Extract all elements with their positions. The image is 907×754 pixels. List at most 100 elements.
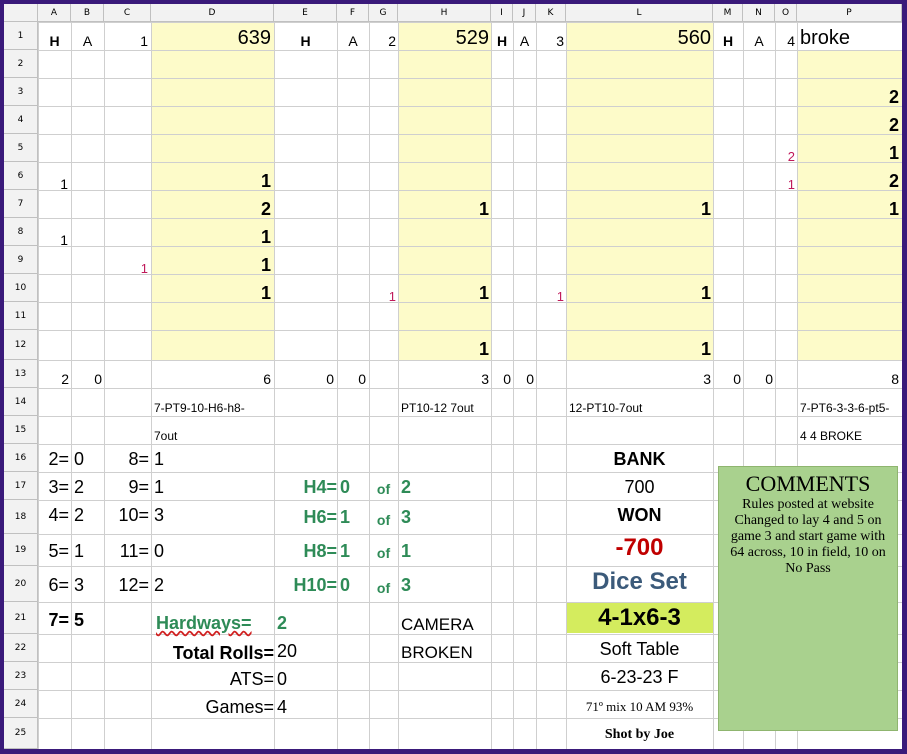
row-header-15[interactable]: 15 [4,416,38,444]
hardway-h8-value[interactable]: 1 [340,541,351,561]
g2-num[interactable]: 2 [388,33,396,49]
row-header-22[interactable]: 22 [4,634,38,662]
hardway-h4-total[interactable]: 2 [401,477,412,497]
row-header-7[interactable]: 7 [4,190,38,218]
hardway-h10-total[interactable]: 3 [401,575,412,595]
g1-a[interactable]: A [82,33,93,49]
count-4-value[interactable]: 2 [74,505,85,525]
count-11-value[interactable]: 0 [154,541,165,561]
g4-h[interactable]: H [722,33,734,49]
count-4-label[interactable]: 4= [48,505,69,525]
row-header-20[interactable]: 20 [4,566,38,602]
g2-h[interactable]: H [300,33,311,49]
won-label[interactable]: WON [617,505,662,525]
col-header-h[interactable]: H [398,4,491,22]
hardway-h8-total[interactable]: 1 [401,541,412,561]
hardway-h8-label[interactable]: H8= [303,541,337,561]
col-header-l[interactable]: L [566,4,713,22]
count-2-value[interactable]: 0 [74,449,85,469]
cell-o5[interactable]: 2 [787,149,795,164]
row-header-21[interactable]: 21 [4,602,38,634]
g1-num[interactable]: 1 [140,33,148,49]
row-header-23[interactable]: 23 [4,662,38,690]
count-10-value[interactable]: 3 [154,505,165,525]
g1-rolls[interactable]: 639 [237,27,271,49]
hardway-h6-value[interactable]: 1 [340,507,351,527]
count-8-label[interactable]: 8= [128,449,149,469]
comments-box[interactable]: COMMENTS Rules posted at website Changed… [718,466,898,731]
row-header-5[interactable]: 5 [4,134,38,162]
g4-summary-1[interactable]: 7-PT6-3-3-6-pt5- [800,401,890,415]
g3-h[interactable]: H [496,33,508,49]
g3-summary-1[interactable]: 12-PT10-7out [569,401,643,415]
total-rolls-label[interactable]: Total Rolls= [172,643,274,663]
row-header-1[interactable]: 1 [4,22,38,50]
g4-a[interactable]: A [754,33,764,49]
g2-a-count[interactable]: 0 [358,371,366,387]
count-2-label[interactable]: 2= [48,449,69,469]
table-type[interactable]: Soft Table [599,639,680,659]
count-9-label[interactable]: 9= [128,477,149,497]
cell-l12[interactable]: 1 [700,339,711,359]
count-5-value[interactable]: 1 [74,541,85,561]
row-header-16[interactable]: 16 [4,444,38,472]
hardway-h6-total[interactable]: 3 [401,507,412,527]
hardway-h10-label[interactable]: H10= [293,575,337,595]
hardway-h6-label[interactable]: H6= [303,507,337,527]
cell-d10[interactable]: 1 [260,283,271,303]
dice-set-value[interactable]: 4-1x6-3 [598,604,681,631]
col-header-b[interactable]: B [71,4,104,22]
count-6-label[interactable]: 6= [48,575,69,595]
col-header-c[interactable]: C [104,4,151,22]
col-header-n[interactable]: N [743,4,775,22]
camera-line-2[interactable]: BROKEN [401,643,473,662]
g4-summary-2[interactable]: 4 4 BROKE [800,429,863,443]
cell-d7[interactable]: 2 [260,199,271,219]
bank-value[interactable]: 700 [624,477,655,497]
col-header-g[interactable]: G [369,4,398,22]
dice-set-label[interactable]: Dice Set [592,568,687,595]
g4-rolls[interactable]: broke [800,27,851,49]
col-header-a[interactable]: A [38,4,71,22]
g3-a[interactable]: A [519,33,530,49]
games-label[interactable]: Games= [205,697,274,717]
count-8-value[interactable]: 1 [154,449,165,469]
count-7-value[interactable]: 5 [74,610,85,630]
col-header-m[interactable]: M [713,4,743,22]
row-header-3[interactable]: 3 [4,78,38,106]
conditions[interactable]: 71º mix 10 AM 93% [585,699,694,714]
g1-h[interactable]: H [49,33,60,49]
row-header-9[interactable]: 9 [4,246,38,274]
g4-a-count[interactable]: 0 [765,371,773,387]
row-header-11[interactable]: 11 [4,302,38,330]
row-header-2[interactable]: 2 [4,50,38,78]
count-7-label[interactable]: 7= [48,610,69,630]
cell-c9[interactable]: 1 [140,261,148,276]
g3-total[interactable]: 3 [703,371,711,387]
g1-total[interactable]: 6 [263,371,271,387]
cell-d8[interactable]: 1 [260,227,271,247]
row-header-18[interactable]: 18 [4,500,38,534]
g3-num[interactable]: 3 [556,33,564,49]
cell-l7[interactable]: 1 [700,199,711,219]
cell-a8[interactable]: 1 [60,232,68,248]
g4-num[interactable]: 4 [787,33,795,49]
ats-label[interactable]: ATS= [229,669,274,689]
cell-l10[interactable]: 1 [700,283,711,303]
cell-o6[interactable]: 1 [787,177,795,192]
row-header-24[interactable]: 24 [4,690,38,718]
cell-h10[interactable]: 1 [478,283,489,303]
g3-h-count[interactable]: 0 [503,371,511,387]
cell-k10[interactable]: 1 [556,289,564,304]
g2-total[interactable]: 3 [481,371,489,387]
count-6-value[interactable]: 3 [74,575,85,595]
session-date[interactable]: 6-23-23 F [600,667,679,687]
row-header-25[interactable]: 25 [4,718,38,749]
spreadsheet[interactable]: A B C D E F G H I J K L M N O P 1 2 3 4 … [4,4,902,749]
hardway-h10-value[interactable]: 0 [340,575,351,595]
row-header-14[interactable]: 14 [4,388,38,416]
col-header-i[interactable]: I [491,4,513,22]
row-header-6[interactable]: 6 [4,162,38,190]
bank-label[interactable]: BANK [613,449,666,469]
cell-g10[interactable]: 1 [388,289,396,304]
